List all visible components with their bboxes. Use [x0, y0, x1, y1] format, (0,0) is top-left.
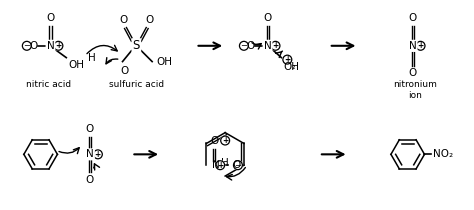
Text: N: N [212, 160, 220, 170]
Circle shape [93, 150, 102, 159]
Text: +: + [222, 136, 228, 145]
Circle shape [216, 161, 225, 170]
Circle shape [283, 55, 292, 64]
Text: O: O [119, 15, 128, 25]
Text: H: H [88, 53, 96, 63]
Text: +: + [95, 150, 101, 159]
Text: O: O [145, 15, 153, 25]
Text: NO₂: NO₂ [433, 149, 454, 159]
Circle shape [239, 41, 248, 50]
Text: nitronium
ion: nitronium ion [392, 80, 437, 100]
Text: ₂: ₂ [291, 62, 295, 71]
Text: O: O [232, 160, 240, 170]
Text: O: O [46, 13, 55, 23]
Text: OH: OH [156, 56, 172, 67]
Text: O: O [29, 41, 38, 51]
Text: N: N [409, 41, 417, 51]
Text: H: H [221, 158, 229, 168]
Text: +: + [284, 55, 291, 64]
Text: −: − [235, 161, 241, 170]
Circle shape [271, 41, 280, 50]
Text: O: O [120, 66, 128, 76]
Text: N: N [46, 41, 55, 51]
Text: O: O [210, 136, 219, 146]
Text: +: + [55, 41, 62, 50]
Text: O: O [409, 13, 417, 23]
Text: nitric acid: nitric acid [26, 80, 71, 89]
Text: N: N [86, 149, 94, 159]
Text: O: O [86, 175, 94, 185]
Text: O: O [264, 13, 272, 23]
Text: +: + [217, 161, 223, 170]
Text: O: O [86, 124, 94, 134]
Text: O: O [409, 68, 417, 79]
Text: O: O [246, 41, 255, 51]
Text: −: − [240, 41, 247, 50]
Text: OH: OH [283, 62, 300, 72]
Circle shape [234, 161, 242, 170]
Circle shape [416, 41, 425, 50]
Text: sulfuric acid: sulfuric acid [109, 80, 164, 89]
Text: −: − [23, 41, 30, 50]
Text: +: + [273, 41, 279, 50]
Circle shape [221, 136, 229, 145]
Text: S: S [133, 39, 140, 52]
Circle shape [54, 41, 63, 50]
Text: N: N [264, 41, 272, 51]
Text: OH: OH [68, 60, 84, 70]
Circle shape [22, 41, 31, 50]
Text: +: + [418, 41, 424, 50]
